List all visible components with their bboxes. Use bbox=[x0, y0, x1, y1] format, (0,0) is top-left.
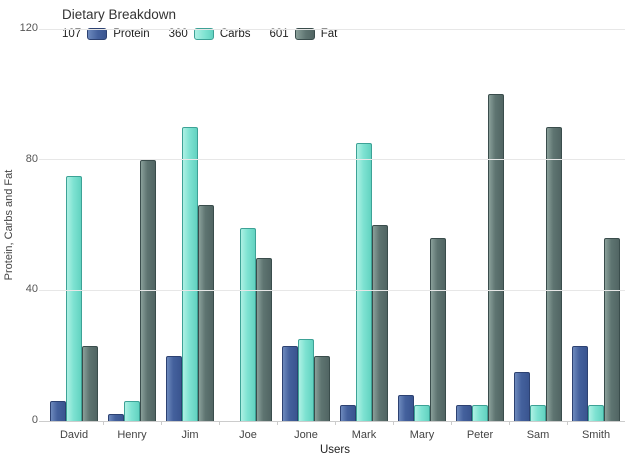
gridline-120 bbox=[39, 28, 625, 30]
bar-protein-sam[interactable] bbox=[514, 372, 530, 421]
bar-protein-smith[interactable] bbox=[572, 345, 588, 421]
x-axis-tick bbox=[276, 421, 278, 425]
x-tick-david: David bbox=[59, 429, 89, 441]
gridline-40 bbox=[39, 289, 625, 291]
x-tick-peter: Peter bbox=[466, 429, 494, 441]
legend-total-fat: 601 bbox=[269, 28, 289, 40]
x-tick-smith: Smith bbox=[581, 429, 611, 441]
x-axis-tick bbox=[334, 421, 336, 425]
bar-group-mark bbox=[335, 29, 393, 421]
legend-label-fat: Fat bbox=[320, 28, 338, 40]
bar-group-david bbox=[45, 29, 103, 421]
x-axis-line bbox=[39, 421, 625, 422]
bar-fat-sam[interactable] bbox=[546, 127, 562, 421]
legend-total-carbs: 360 bbox=[168, 28, 188, 40]
bar-fat-peter[interactable] bbox=[488, 94, 504, 421]
x-tick-mary: Mary bbox=[409, 429, 435, 441]
bar-group-mary bbox=[393, 29, 451, 421]
x-axis-title: Users bbox=[319, 444, 351, 456]
bar-group-jim bbox=[161, 29, 219, 421]
legend-total-protein: 107 bbox=[62, 28, 82, 40]
legend-item-protein[interactable]: 107 Protein bbox=[62, 28, 150, 40]
bar-fat-mary[interactable] bbox=[430, 238, 446, 421]
bar-group-joe bbox=[219, 29, 277, 421]
legend-item-carbs[interactable]: 360 Carbs bbox=[169, 28, 251, 40]
x-tick-henry: Henry bbox=[117, 429, 147, 441]
gridline-80 bbox=[39, 159, 625, 161]
bar-group-jone bbox=[277, 29, 335, 421]
y-axis-title: Protein, Carbs and Fat bbox=[3, 169, 15, 281]
x-axis-tick bbox=[160, 421, 162, 425]
bar-protein-henry[interactable] bbox=[108, 414, 124, 421]
x-tick-jim: Jim bbox=[181, 429, 199, 441]
x-axis-tick bbox=[508, 421, 510, 425]
bar-carbs-henry[interactable] bbox=[124, 401, 140, 421]
bar-carbs-mark[interactable] bbox=[356, 143, 372, 421]
bar-fat-jim[interactable] bbox=[198, 205, 214, 421]
legend-label-protein: Protein bbox=[113, 28, 150, 40]
bar-group-sam bbox=[509, 29, 567, 421]
bar-fat-smith[interactable] bbox=[604, 238, 620, 421]
y-tick-80: 80 bbox=[25, 152, 38, 165]
bar-protein-mark[interactable] bbox=[340, 404, 356, 421]
x-tick-joe: Joe bbox=[239, 429, 257, 441]
y-tick-40: 40 bbox=[25, 283, 38, 296]
x-tick-sam: Sam bbox=[526, 429, 550, 441]
x-axis-tick bbox=[102, 421, 104, 425]
bar-carbs-jim[interactable] bbox=[182, 127, 198, 421]
bar-group-smith bbox=[567, 29, 625, 421]
bar-groups bbox=[45, 29, 625, 421]
bar-fat-mark[interactable] bbox=[372, 225, 388, 421]
bar-protein-mary[interactable] bbox=[398, 394, 414, 421]
bar-carbs-peter[interactable] bbox=[472, 404, 488, 421]
bar-group-peter bbox=[451, 29, 509, 421]
legend-item-fat[interactable]: 601 Fat bbox=[269, 28, 338, 40]
x-axis-tick bbox=[566, 421, 568, 425]
plot-area bbox=[39, 28, 625, 425]
bar-fat-jone[interactable] bbox=[314, 355, 330, 421]
bar-carbs-sam[interactable] bbox=[530, 404, 546, 421]
bar-protein-jim[interactable] bbox=[166, 355, 182, 421]
y-tick-120: 120 bbox=[19, 22, 38, 34]
chart-title: Dietary Breakdown bbox=[62, 7, 177, 22]
bar-protein-david[interactable] bbox=[50, 401, 66, 421]
legend-label-carbs: Carbs bbox=[219, 28, 251, 40]
bar-group-henry bbox=[103, 29, 161, 421]
bar-carbs-smith[interactable] bbox=[588, 404, 604, 421]
x-axis-tick bbox=[218, 421, 220, 425]
bar-carbs-jone[interactable] bbox=[298, 339, 314, 421]
bar-protein-peter[interactable] bbox=[456, 404, 472, 421]
bar-carbs-mary[interactable] bbox=[414, 404, 430, 421]
chart-legend: 107 Protein 360 Carbs 601 Fat bbox=[62, 28, 337, 40]
x-axis-tick bbox=[450, 421, 452, 425]
x-tick-labels: David Henry Jim Joe Jone Mark Mary Peter Sam Smit… bbox=[45, 429, 625, 441]
x-tick-mark: Mark bbox=[351, 429, 377, 441]
x-axis-tick bbox=[392, 421, 394, 425]
bar-protein-jone[interactable] bbox=[282, 345, 298, 421]
x-tick-jone: Jone bbox=[294, 429, 318, 441]
bar-carbs-david[interactable] bbox=[66, 176, 82, 421]
bar-fat-david[interactable] bbox=[82, 345, 98, 421]
bar-fat-joe[interactable] bbox=[256, 257, 272, 421]
y-tick-0: 0 bbox=[31, 414, 38, 426]
bar-carbs-joe[interactable] bbox=[240, 228, 256, 421]
